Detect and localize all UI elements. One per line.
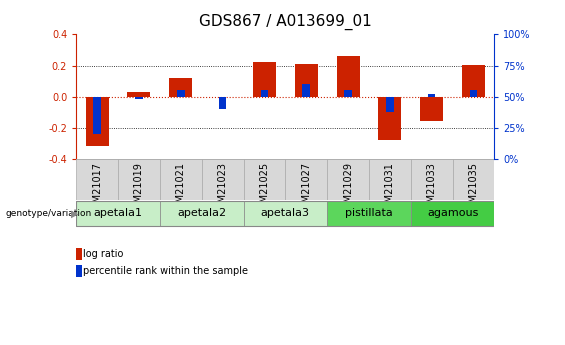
FancyBboxPatch shape: [160, 159, 202, 200]
Bar: [177, 90, 185, 97]
Bar: [337, 56, 359, 97]
Bar: [379, 97, 401, 140]
Text: percentile rank within the sample: percentile rank within the sample: [83, 266, 248, 276]
Text: apetala3: apetala3: [261, 208, 310, 218]
FancyBboxPatch shape: [244, 201, 327, 226]
Text: GSM21035: GSM21035: [468, 162, 479, 215]
FancyBboxPatch shape: [453, 159, 494, 200]
Text: pistillata: pistillata: [345, 208, 393, 218]
Bar: [302, 84, 310, 97]
FancyBboxPatch shape: [411, 201, 494, 226]
Bar: [428, 94, 436, 97]
FancyBboxPatch shape: [244, 159, 285, 200]
Text: apetala2: apetala2: [177, 208, 226, 218]
Bar: [295, 64, 318, 97]
Text: GSM21019: GSM21019: [134, 162, 144, 215]
FancyBboxPatch shape: [327, 201, 411, 226]
Text: GSM21031: GSM21031: [385, 162, 395, 215]
FancyBboxPatch shape: [285, 159, 327, 200]
Text: agamous: agamous: [427, 208, 478, 218]
FancyBboxPatch shape: [76, 201, 160, 226]
FancyBboxPatch shape: [369, 159, 411, 200]
FancyBboxPatch shape: [411, 159, 453, 200]
Bar: [219, 97, 227, 109]
Bar: [344, 90, 352, 97]
FancyBboxPatch shape: [327, 159, 369, 200]
Text: log ratio: log ratio: [83, 249, 123, 258]
Bar: [128, 92, 150, 97]
Text: GSM21029: GSM21029: [343, 162, 353, 215]
FancyBboxPatch shape: [160, 201, 244, 226]
Bar: [462, 65, 485, 97]
Text: GSM21017: GSM21017: [92, 162, 102, 215]
Bar: [253, 62, 276, 97]
Bar: [93, 97, 101, 134]
Bar: [386, 97, 394, 111]
Bar: [135, 97, 143, 99]
Text: GSM21021: GSM21021: [176, 162, 186, 215]
Text: GSM21033: GSM21033: [427, 162, 437, 215]
Bar: [86, 97, 108, 146]
FancyBboxPatch shape: [76, 159, 118, 200]
Text: GSM21023: GSM21023: [218, 162, 228, 215]
Text: GDS867 / A013699_01: GDS867 / A013699_01: [199, 14, 372, 30]
FancyBboxPatch shape: [118, 159, 160, 200]
Bar: [420, 97, 443, 121]
Bar: [260, 90, 268, 97]
Bar: [170, 78, 192, 97]
FancyBboxPatch shape: [202, 159, 244, 200]
Text: GSM21027: GSM21027: [301, 162, 311, 215]
Bar: [470, 90, 477, 97]
Text: GSM21025: GSM21025: [259, 162, 270, 215]
Text: apetala1: apetala1: [94, 208, 142, 218]
Text: ▶: ▶: [71, 208, 78, 218]
Text: genotype/variation: genotype/variation: [6, 209, 92, 218]
